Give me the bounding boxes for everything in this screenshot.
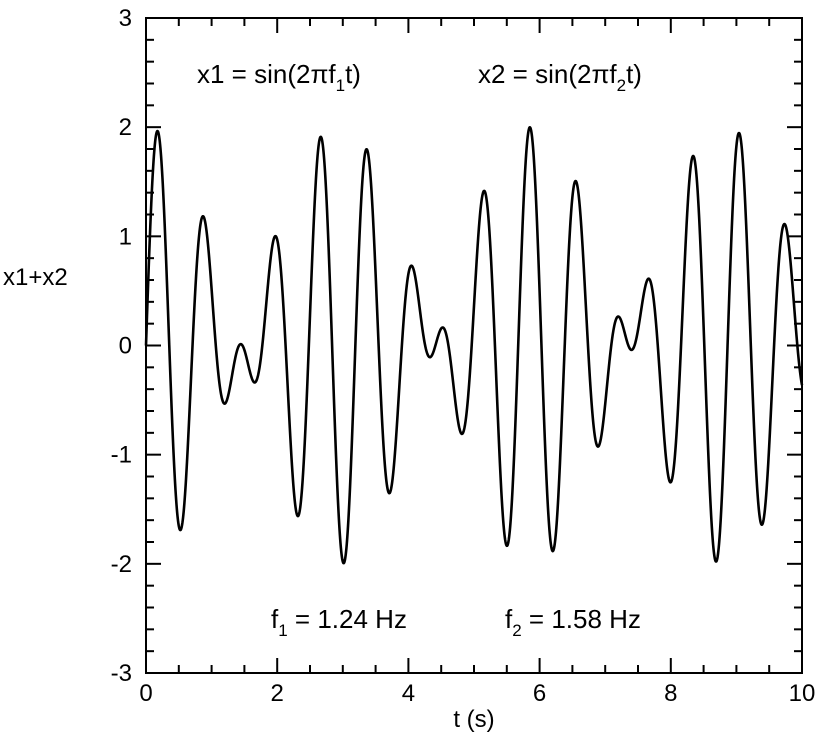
series-line [144, 126, 804, 565]
x-tick-label: 2 [271, 680, 284, 707]
annotation-freq2-main: f [505, 604, 513, 634]
y-tick-label: 0 [119, 333, 132, 360]
annotation-eq2: x2 = sin(2πf2t) [478, 59, 642, 95]
annotation-freq1-tail: = 1.24 Hz [288, 604, 407, 634]
annotation-eq1-sub: 1 [336, 76, 345, 95]
x-tick-label: 10 [789, 680, 816, 707]
y-tick-label: 2 [119, 114, 132, 141]
annotation-eq2-main: x2 = sin(2πf [478, 59, 617, 89]
annotation-eq1-tail: t) [345, 59, 361, 89]
annotation-freq2-sub: 2 [512, 621, 521, 640]
x-tick-label: 8 [664, 680, 677, 707]
x-tick-label: 0 [139, 680, 152, 707]
y-tick-label: -2 [111, 551, 132, 578]
y-tick-label: 3 [119, 5, 132, 32]
annotation-freq1-main: f [271, 604, 279, 634]
y-tick-label: 1 [119, 223, 132, 250]
annotation-freq1-sub: 1 [278, 621, 287, 640]
y-tick-label: -1 [111, 442, 132, 469]
y-axis-title: x1+x2 [3, 264, 68, 291]
annotation-freq2-tail: = 1.58 Hz [522, 604, 641, 634]
x-tick-label: 4 [402, 680, 415, 707]
annotation-eq1-main: x1 = sin(2πf [197, 59, 336, 89]
annotation-eq2-sub: 2 [617, 76, 626, 95]
y-tick-label: -3 [111, 660, 132, 687]
axis-tick-labels: 0 2 4 6 8 10 -3 -2 -1 0 1 2 3 [111, 5, 816, 707]
axis-ticks [145, 17, 803, 674]
x-axis-title: t (s) [453, 706, 494, 733]
annotation-freq2: f2 = 1.58 Hz [505, 604, 641, 640]
annotation-eq1: x1 = sin(2πf1t) [197, 59, 361, 95]
annotation-freq1: f1 = 1.24 Hz [271, 604, 407, 640]
annotation-eq2-tail: t) [626, 59, 642, 89]
x-tick-label: 6 [533, 680, 546, 707]
